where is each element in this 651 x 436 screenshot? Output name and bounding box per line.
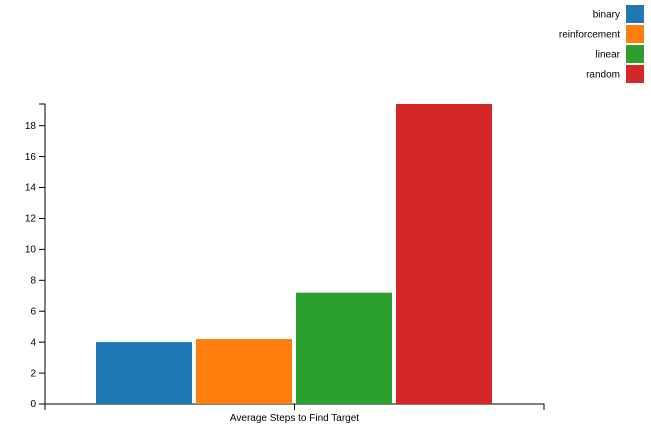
bar-linear — [296, 292, 392, 404]
y-axis: 0 2 4 6 8 10 12 14 16 18 — [25, 103, 46, 410]
x-tick-label: Average Steps to Find Target — [230, 413, 359, 424]
legend-label-binary: binary — [593, 10, 620, 21]
legend-label-random: random — [586, 70, 620, 81]
y-tick-label: 12 — [25, 214, 37, 225]
y-tick-label: 10 — [25, 245, 37, 256]
legend-swatch-random — [626, 65, 644, 83]
x-axis: Average Steps to Find Target — [44, 403, 545, 424]
bars — [96, 104, 492, 404]
y-tick-label: 18 — [25, 121, 37, 132]
y-axis-line — [39, 103, 46, 405]
bar-random — [396, 104, 492, 404]
y-tick-label: 8 — [30, 275, 36, 286]
legend-label-reinforcement: reinforcement — [559, 30, 620, 41]
bar-binary — [96, 342, 192, 404]
y-tick-label: 2 — [30, 368, 36, 379]
y-tick-label: 14 — [25, 183, 37, 194]
legend-swatch-linear — [626, 45, 644, 63]
bar-reinforcement — [196, 339, 292, 404]
legend-swatch-binary — [626, 5, 644, 23]
legend-swatch-reinforcement — [626, 25, 644, 43]
y-tick-label: 0 — [30, 399, 36, 410]
legend: binary reinforcement linear random — [559, 5, 644, 83]
legend-label-linear: linear — [596, 50, 621, 61]
y-tick-label: 4 — [30, 337, 36, 348]
y-tick-label: 16 — [25, 152, 37, 163]
y-tick-label: 6 — [30, 306, 36, 317]
